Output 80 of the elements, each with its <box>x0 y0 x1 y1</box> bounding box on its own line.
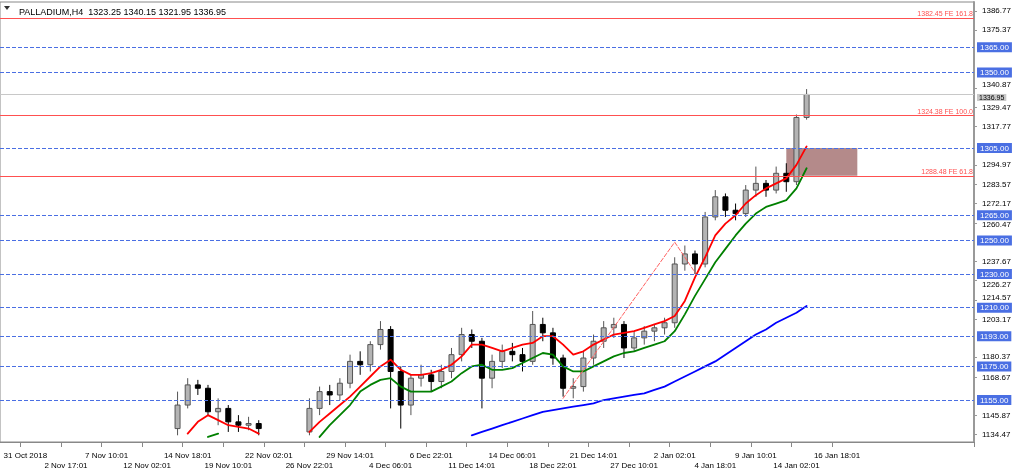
y-tick-label: 1329.47 <box>982 102 1012 112</box>
candlestick <box>336 377 343 401</box>
y-tick-label: 1375.37 <box>982 25 1012 35</box>
x-tick-label: 16 Jan 18:01 <box>813 450 861 460</box>
y-tick-label: 1260.47 <box>982 220 1012 230</box>
candlestick <box>539 317 546 342</box>
candlestick <box>347 354 354 389</box>
candlestick <box>499 344 506 369</box>
candlestick <box>184 377 191 409</box>
candlestick <box>225 404 232 433</box>
ref-line-label: 1350.00 <box>980 68 1010 78</box>
y-tick-label: 1272.17 <box>982 198 1012 208</box>
candlestick <box>570 377 577 399</box>
candlestick <box>458 327 465 362</box>
x-tick-label: 2 Jan 02:01 <box>653 450 697 460</box>
y-tick-label: 1237.67 <box>982 256 1012 266</box>
ref-line-label: 1175.00 <box>980 361 1009 371</box>
chart-title: PALLADIUM,H4 1323.25 1340.15 1321.95 1336.95 <box>19 6 226 17</box>
candlestick <box>803 88 810 121</box>
y-tick-label: 1226.27 <box>982 279 1012 289</box>
candlestick <box>742 184 749 218</box>
x-tick-label: 31 Oct 2018 <box>3 450 48 460</box>
x-tick-label: 7 Nov 10:01 <box>84 450 129 460</box>
candlestick <box>174 391 181 436</box>
ref-line-label: 1305.00 <box>980 143 1010 153</box>
y-tick-label: 1317.77 <box>982 122 1012 132</box>
x-tick-label: 4 Jan 18:01 <box>694 460 737 470</box>
x-tick-label: 4 Dec 06:01 <box>369 460 413 470</box>
y-tick-label: 1283.57 <box>982 179 1012 189</box>
x-tick-label: 22 Nov 02:01 <box>245 450 294 460</box>
candlestick <box>215 397 222 426</box>
x-tick-label: 12 Nov 02:01 <box>123 460 172 470</box>
ref-line-label: 1250.00 <box>980 235 1010 245</box>
candlestick <box>620 320 627 359</box>
x-tick-label: 14 Jan 02:01 <box>773 460 821 470</box>
y-tick-label: 1294.97 <box>982 160 1012 170</box>
ref-line-label: 1365.00 <box>980 42 1010 52</box>
candlestick <box>752 166 759 198</box>
candlestick <box>722 192 729 218</box>
candlestick <box>326 384 333 406</box>
x-tick-label: 9 Jan 10:01 <box>734 450 778 460</box>
ref-line-label: 1265.00 <box>980 210 1010 220</box>
candlestick <box>428 369 435 393</box>
x-tick-label: 29 Nov 14:01 <box>326 450 375 460</box>
line-series <box>470 305 808 437</box>
candlestick <box>438 364 445 389</box>
candlestick <box>712 189 719 221</box>
x-tick-label: 26 Nov 22:01 <box>285 460 334 470</box>
x-tick-label: 2 Nov 17:01 <box>44 460 89 470</box>
y-tick-label: 1134.47 <box>982 429 1011 439</box>
x-tick-label: 18 Dec 22:01 <box>529 460 578 470</box>
y-tick-label: 1340.87 <box>982 80 1012 90</box>
candlestick <box>468 328 475 349</box>
candlestick <box>519 347 526 372</box>
ref-line-label: 1230.00 <box>980 269 1010 279</box>
x-tick-label: 27 Dec 10:01 <box>610 460 659 470</box>
x-tick-label: 11 Dec 14:01 <box>448 460 496 470</box>
y-tick-label: 1214.57 <box>982 293 1012 303</box>
candlestick <box>509 342 516 362</box>
candlestick <box>691 250 698 275</box>
x-tick-label: 19 Nov 10:01 <box>204 460 253 470</box>
candlestick <box>631 330 638 352</box>
ref-line-label: 1210.00 <box>980 303 1010 313</box>
candlestick <box>306 397 313 436</box>
candlestick <box>204 384 211 416</box>
candlestick <box>357 350 364 376</box>
candlestick <box>316 386 323 416</box>
y-tick-label: 1386.77 <box>982 6 1012 16</box>
ref-line-label: 1193.00 <box>980 331 1009 341</box>
y-tick-label: 1180.37 <box>982 351 1011 361</box>
y-tick-label: 1203.17 <box>982 314 1012 324</box>
ref-line-label: 1155.00 <box>980 395 1009 405</box>
candlestick <box>377 320 384 351</box>
candlestick <box>367 340 374 372</box>
y-tick-label: 1145.87 <box>982 410 1011 420</box>
x-tick-label: 6 Dec 22:01 <box>409 450 454 460</box>
x-tick-label: 14 Nov 18:01 <box>163 450 213 460</box>
y-tick-label: 1168.67 <box>982 372 1011 382</box>
x-tick-label: 21 Dec 14:01 <box>569 450 618 460</box>
x-tick-label: 14 Dec 06:01 <box>488 450 537 460</box>
